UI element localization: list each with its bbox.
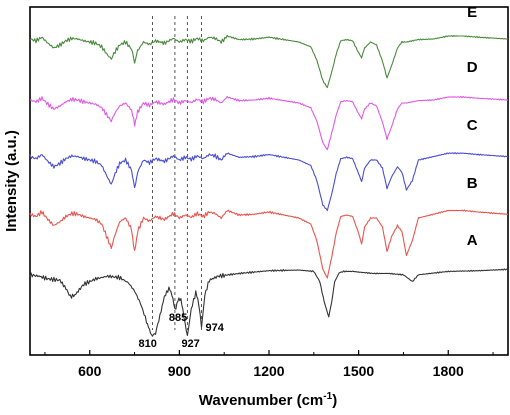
x-axis-label: Wavenumber (cm-1) (199, 391, 337, 409)
plot-area-frame (29, 6, 509, 356)
x-axis-ticks: 600 900 1200 1500 1800 (44, 350, 494, 379)
spectrum-line-D (29, 95, 509, 151)
series-label-B: B (467, 175, 478, 192)
series-labels: A B C D E (467, 4, 478, 249)
spectrum-line-E (29, 34, 509, 89)
x-tick-label-900: 900 (168, 363, 192, 379)
spectra-group (29, 34, 509, 337)
x-tick-label-600: 600 (78, 363, 102, 379)
peak-label-810: 810 (138, 338, 156, 350)
x-axis-label-superscript: -1 (323, 391, 332, 402)
x-tick-label-1200: 1200 (253, 363, 284, 379)
x-tick-label-1800: 1800 (433, 363, 464, 379)
series-label-E: E (467, 4, 477, 21)
x-axis-label-main: Wavenumber (cm (199, 392, 323, 409)
peak-label-974: 974 (205, 322, 224, 334)
x-axis-label-close: ) (332, 392, 337, 409)
series-label-A: A (467, 232, 478, 249)
peak-labels: 810 885 927 974 (138, 312, 224, 350)
y-axis-label: Intensity (a.u.) (3, 130, 20, 232)
series-label-D: D (467, 59, 478, 76)
peak-label-885: 885 (169, 312, 187, 324)
x-tick-label-1500: 1500 (343, 363, 374, 379)
series-label-C: C (467, 117, 478, 134)
spectrum-line-C (29, 152, 508, 212)
spectrum-line-B (29, 209, 508, 279)
spectrum-line-A (29, 268, 509, 337)
reference-lines (151, 16, 202, 330)
peak-label-927: 927 (181, 338, 199, 350)
